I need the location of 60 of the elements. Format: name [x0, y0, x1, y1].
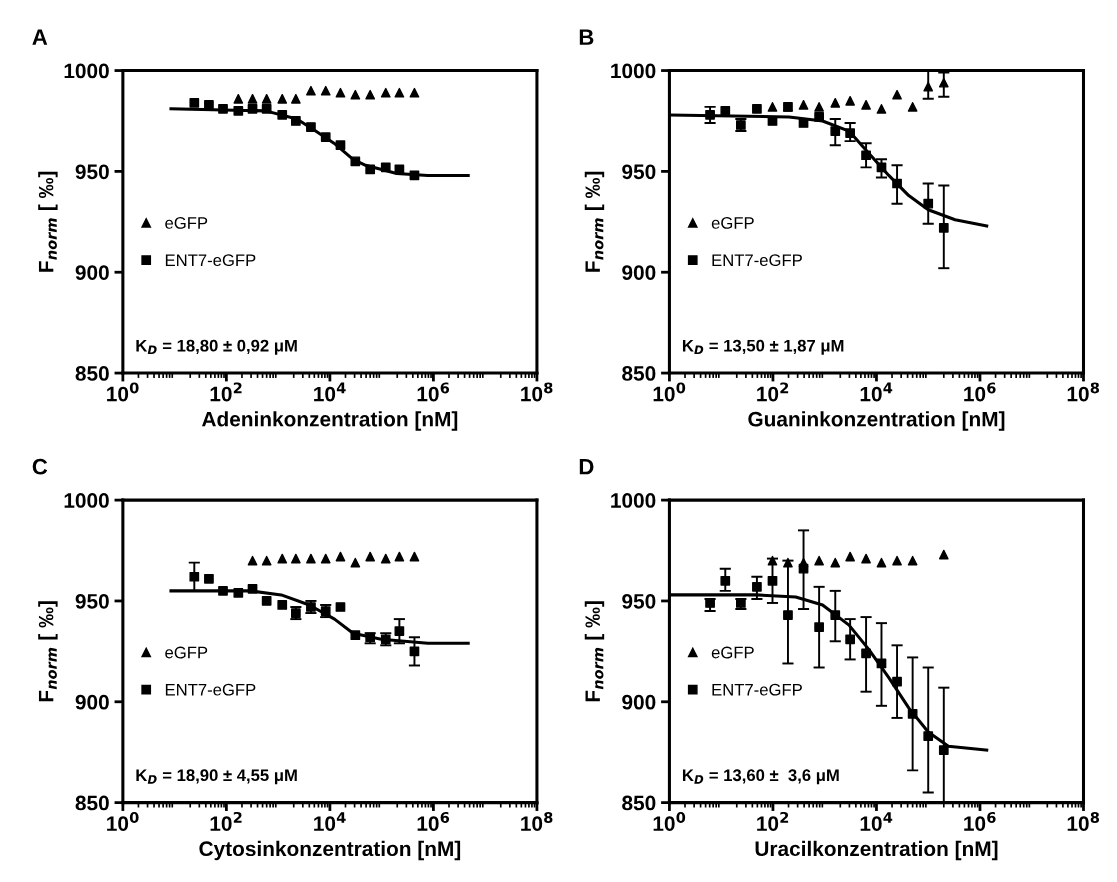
x-tick-label: 10$^{4}$	[314, 382, 346, 402]
x-tick-label: 10$^{6}$	[964, 811, 996, 831]
x-tick-label: 10$^{4}$	[860, 382, 893, 402]
x-tick-label: 10$^{0}$	[653, 811, 686, 831]
x-tick-label: 10$^{6}$	[417, 382, 450, 402]
y-axis-title: F$_{norm}$ [ ‰]	[38, 171, 58, 272]
x-tick-label: 10$^{4}$	[314, 812, 346, 831]
y-tick-label: 850	[75, 795, 109, 811]
y-tick-label: 1000	[64, 493, 109, 508]
y-axis-title: F$_{norm}$ [ ‰]	[38, 601, 58, 702]
x-tick-label: 10$^{2}$	[210, 382, 242, 402]
x-tick-label: 10$^{0}$	[653, 382, 686, 402]
y-tick-label: 1000	[611, 493, 656, 508]
y-tick-label: 900	[75, 265, 109, 280]
x-tick-label: 10$^{8}$	[521, 811, 553, 831]
x-axis-title: Cytosinkonzentration [nM]	[199, 840, 461, 861]
x-axis-title: Adeninkonzentration [nM]	[201, 411, 458, 431]
y-tick-label: 900	[622, 265, 656, 280]
y-tick-label: 950	[75, 593, 109, 609]
annotation: K$_{D}$ = 18,80 ± 0,92 μM	[136, 339, 297, 355]
annotation: K$_{D}$ = 13,50 ± 1,87 μM	[682, 339, 844, 355]
x-tick-label: 10$^{0}$	[107, 382, 139, 402]
y-tick-label: 900	[622, 694, 656, 710]
y-tick-label: 950	[75, 164, 109, 180]
chart-title: C	[32, 458, 48, 475]
x-tick-label: 10$^{8}$	[521, 382, 553, 402]
x-tick-label: 10$^{2}$	[757, 382, 789, 402]
x-tick-label: 10$^{6}$	[964, 382, 996, 402]
x-tick-label: 10$^{0}$	[107, 811, 139, 831]
x-tick-label: 10$^{4}$	[860, 812, 893, 831]
y-tick-label: 950	[622, 164, 656, 180]
legend-label: eGFP	[165, 217, 208, 229]
legend-label: ENT7-eGFP	[165, 254, 256, 267]
annotation: K$_{D}$ = 13,60 ± 3,6 μM	[682, 769, 839, 785]
chart-title: D	[579, 459, 594, 475]
legend-label: ENT7-eGFP	[165, 683, 256, 696]
legend-label: eGFP	[165, 646, 208, 659]
x-tick-label: 10$^{2}$	[757, 811, 789, 831]
x-axis-title: Uracilkonzentration [nM]	[755, 840, 998, 861]
y-tick-label: 1000	[611, 63, 656, 79]
y-tick-label: 1000	[64, 63, 109, 79]
legend-label: ENT7-eGFP	[712, 683, 802, 696]
x-axis-title: Guaninkonzentration [nM]	[748, 411, 1005, 431]
legend-label: eGFP	[711, 217, 754, 229]
chart-title: A	[32, 29, 48, 45]
x-tick-label: 10$^{8}$	[1067, 382, 1100, 402]
y-axis-title: F$_{norm}$ [ ‰]	[584, 171, 605, 272]
y-axis-title: F$_{norm}$ [ ‰]	[584, 601, 605, 702]
y-tick-label: 850	[75, 366, 109, 381]
y-tick-label: 850	[622, 366, 656, 381]
y-tick-label: 950	[622, 593, 656, 609]
chart-title: B	[579, 29, 594, 45]
x-tick-label: 10$^{8}$	[1067, 811, 1100, 831]
legend-label: eGFP	[711, 646, 754, 659]
y-tick-label: 900	[75, 694, 109, 710]
annotation: K$_{D}$ = 18,90 ± 4,55 μM	[136, 769, 297, 785]
x-tick-label: 10$^{2}$	[210, 811, 242, 831]
legend-label: ENT7-eGFP	[712, 254, 802, 267]
y-tick-label: 850	[622, 795, 656, 811]
x-tick-label: 10$^{6}$	[417, 811, 450, 831]
